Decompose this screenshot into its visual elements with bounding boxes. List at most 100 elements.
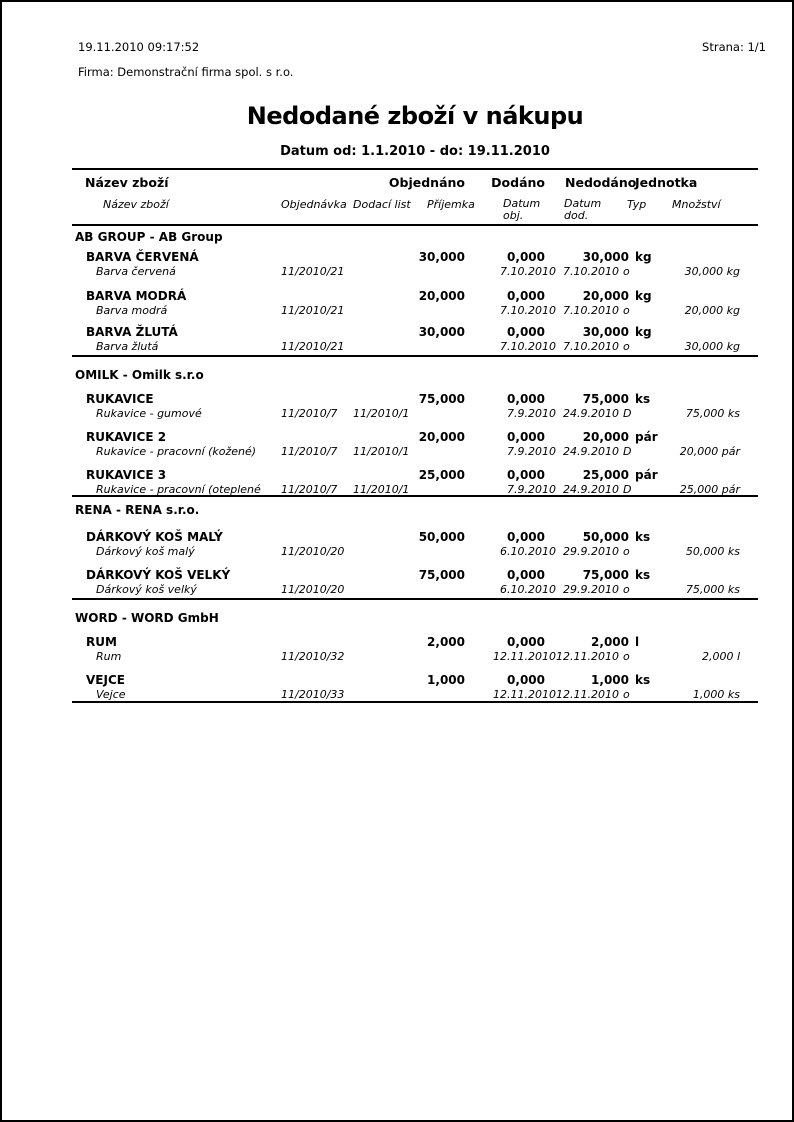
item-desc: Barva modrá bbox=[96, 304, 168, 317]
delivered-qty: 0,000 bbox=[507, 468, 545, 482]
item-main-row: BARVA ŽLUTÁ 30,000 0,000 30,000 kg bbox=[2, 325, 792, 339]
order-number: 11/2010/7 bbox=[281, 483, 338, 496]
item-desc: Dárkový koš velký bbox=[96, 583, 197, 596]
delivery-date: 12.11.2010 bbox=[556, 688, 619, 701]
delivery-note: 11/2010/1 bbox=[353, 407, 410, 420]
undelivered-qty: 75,000 bbox=[582, 392, 629, 406]
order-number: 11/2010/20 bbox=[281, 583, 345, 596]
quantity: 75,000 ks bbox=[685, 407, 740, 420]
item-detail-row: Barva červená 11/2010/21 7.10.2010 7.10.… bbox=[2, 265, 792, 279]
item-detail-row: Dárkový koš malý 11/2010/20 6.10.2010 29… bbox=[2, 545, 792, 559]
undelivered-qty: 30,000 bbox=[582, 250, 629, 264]
table-bottom-rule bbox=[72, 701, 758, 703]
item-name: RUKAVICE 2 bbox=[86, 430, 167, 444]
group-header: WORD - WORD GmbH bbox=[75, 611, 219, 625]
quantity: 25,000 pár bbox=[679, 483, 740, 496]
ordered-qty: 25,000 bbox=[418, 468, 465, 482]
item-desc: Rukavice - pracovní (kožené) bbox=[96, 445, 257, 458]
table-head-rule bbox=[72, 224, 758, 226]
undelivered-qty: 1,000 bbox=[591, 673, 629, 687]
order-number: 11/2010/7 bbox=[281, 407, 338, 420]
group-divider bbox=[72, 495, 758, 497]
item-name: BARVA MODRÁ bbox=[86, 289, 187, 303]
order-date: 7.10.2010 bbox=[500, 265, 556, 278]
ordered-qty: 1,000 bbox=[427, 673, 465, 687]
unit: ks bbox=[635, 673, 651, 687]
item-desc: Dárkový koš malý bbox=[96, 545, 195, 558]
item-name: BARVA ČERVENÁ bbox=[86, 250, 199, 264]
subheader-objednavka: Objednávka bbox=[281, 198, 347, 211]
order-date: 7.9.2010 bbox=[507, 483, 556, 496]
group-header: OMILK - Omilk s.r.o bbox=[75, 368, 204, 382]
item-main-row: BARVA ČERVENÁ 30,000 0,000 30,000 kg bbox=[2, 250, 792, 264]
delivered-qty: 0,000 bbox=[507, 250, 545, 264]
item-desc: Rukavice - gumové bbox=[96, 407, 202, 420]
type-flag: o bbox=[623, 340, 630, 353]
item-main-row: BARVA MODRÁ 20,000 0,000 20,000 kg bbox=[2, 289, 792, 303]
table-subheader-row: Název zboží Objednávka Dodací list Příje… bbox=[2, 198, 792, 224]
item-main-row: RUKAVICE 3 25,000 0,000 25,000 pár bbox=[2, 468, 792, 482]
order-date: 7.10.2010 bbox=[500, 304, 556, 317]
ordered-qty: 20,000 bbox=[418, 289, 465, 303]
unit: ks bbox=[635, 568, 651, 582]
item-main-row: DÁRKOVÝ KOŠ MALÝ 50,000 0,000 50,000 ks bbox=[2, 530, 792, 544]
item-main-row: RUM 2,000 0,000 2,000 l bbox=[2, 635, 792, 649]
group-header: AB GROUP - AB Group bbox=[75, 230, 223, 244]
type-flag: o bbox=[623, 650, 630, 663]
undelivered-qty: 75,000 bbox=[582, 568, 629, 582]
item-detail-row: Rum 11/2010/32 12.11.2010 12.11.2010 o 2… bbox=[2, 650, 792, 664]
delivery-date: 7.10.2010 bbox=[563, 304, 619, 317]
delivered-qty: 0,000 bbox=[507, 289, 545, 303]
item-name: RUKAVICE bbox=[86, 392, 154, 406]
undelivered-qty: 20,000 bbox=[582, 289, 629, 303]
item-name: DÁRKOVÝ KOŠ MALÝ bbox=[86, 530, 223, 544]
ordered-qty: 30,000 bbox=[418, 250, 465, 264]
unit: ks bbox=[635, 530, 651, 544]
group-divider bbox=[72, 598, 758, 600]
report-subtitle: Datum od: 1.1.2010 - do: 19.11.2010 bbox=[280, 144, 550, 159]
order-number: 11/2010/33 bbox=[281, 688, 345, 701]
order-number: 11/2010/20 bbox=[281, 545, 345, 558]
subheader-mnozstvi: Množství bbox=[672, 198, 721, 211]
item-main-row: DÁRKOVÝ KOŠ VELKÝ 75,000 0,000 75,000 ks bbox=[2, 568, 792, 582]
header-nedodano: Nedodáno bbox=[565, 175, 637, 190]
undelivered-qty: 50,000 bbox=[582, 530, 629, 544]
delivered-qty: 0,000 bbox=[507, 430, 545, 444]
item-detail-row: Rukavice - pracovní (kožené) 11/2010/7 1… bbox=[2, 445, 792, 459]
type-flag: o bbox=[623, 304, 630, 317]
type-flag: D bbox=[623, 407, 632, 420]
subheader-dodaci-list: Dodací list bbox=[353, 198, 411, 211]
unit: kg bbox=[635, 289, 652, 303]
item-detail-row: Rukavice - pracovní (oteplené 11/2010/7 … bbox=[2, 483, 792, 497]
item-main-row: RUKAVICE 75,000 0,000 75,000 ks bbox=[2, 392, 792, 406]
delivery-date: 12.11.2010 bbox=[556, 650, 619, 663]
subheader-typ: Typ bbox=[627, 198, 647, 211]
table-header-row: Název zboží Objednáno Dodáno Nedodáno Je… bbox=[2, 176, 792, 190]
ordered-qty: 30,000 bbox=[418, 325, 465, 339]
item-desc: Barva žlutá bbox=[96, 340, 159, 353]
order-number: 11/2010/21 bbox=[281, 265, 345, 278]
subheader-datum-dod: Datum dod. bbox=[564, 197, 602, 222]
item-detail-row: Vejce 11/2010/33 12.11.2010 12.11.2010 o… bbox=[2, 688, 792, 702]
delivered-qty: 0,000 bbox=[507, 325, 545, 339]
unit: ks bbox=[635, 392, 651, 406]
unit: kg bbox=[635, 250, 652, 264]
report-title: Nedodané zboží v nákupu bbox=[246, 102, 584, 130]
print-timestamp: 19.11.2010 09:17:52 bbox=[78, 40, 200, 54]
delivered-qty: 0,000 bbox=[507, 635, 545, 649]
unit: pár bbox=[635, 430, 658, 444]
quantity: 1,000 ks bbox=[692, 688, 740, 701]
item-name: BARVA ŽLUTÁ bbox=[86, 325, 178, 339]
unit: l bbox=[635, 635, 640, 649]
item-main-row: VEJCE 1,000 0,000 1,000 ks bbox=[2, 673, 792, 687]
item-name: VEJCE bbox=[86, 673, 125, 687]
type-flag: o bbox=[623, 545, 630, 558]
header-objednano: Objednáno bbox=[388, 175, 465, 190]
type-flag: D bbox=[623, 483, 632, 496]
item-desc: Vejce bbox=[96, 688, 126, 701]
item-detail-row: Rukavice - gumové 11/2010/7 11/2010/1 7.… bbox=[2, 407, 792, 421]
delivery-date: 24.9.2010 bbox=[563, 483, 619, 496]
quantity: 30,000 kg bbox=[684, 265, 740, 278]
order-date: 12.11.2010 bbox=[493, 650, 556, 663]
ordered-qty: 20,000 bbox=[418, 430, 465, 444]
